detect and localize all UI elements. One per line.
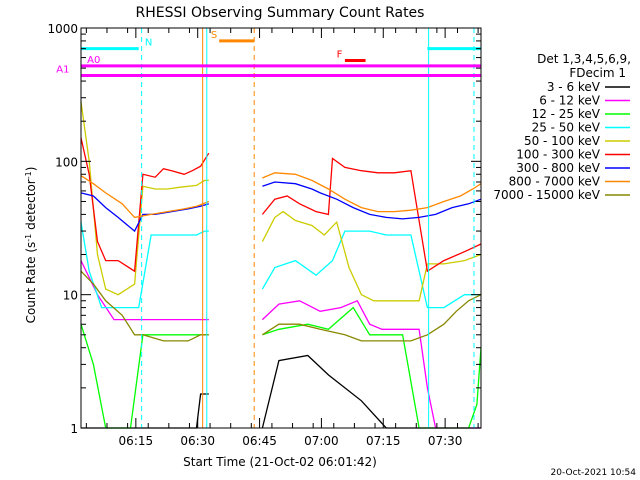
series-line-4-1: [261, 210, 482, 302]
series-line-6-0: [80, 192, 209, 233]
series-8: [80, 270, 482, 342]
y-label-part1: Count Rate (s: [24, 242, 38, 324]
series-line-2-0: [80, 324, 209, 429]
series-line-6-1: [262, 181, 482, 220]
series-line-5-0: [80, 137, 210, 273]
y-tick-label-1: 10: [63, 289, 78, 303]
y-label-sup1: -1: [24, 234, 33, 242]
x-tick-label-0: 06:15: [119, 434, 154, 448]
marker-label-f: F: [337, 50, 343, 61]
legend-entry-0: 3 - 6 keV: [547, 80, 601, 94]
series-line-8-1: [262, 294, 482, 342]
plot-area: N A0 A1 S F 1 10 100 1000 06:15 06:30 06:45 07:00 07:…: [47, 22, 482, 448]
series-line-5-1: [261, 157, 482, 273]
legend-entry-8: 7000 - 15000 keV: [493, 188, 600, 202]
series-line-8-0: [80, 270, 209, 342]
marker-label-a1: A1: [56, 65, 69, 76]
marker-label-s: S: [211, 30, 217, 41]
x-axis-label: Start Time (21-Oct-02 06:01:42): [183, 455, 377, 469]
y-tick-label-3: 1000: [47, 22, 78, 36]
x-tick-label-1: 06:30: [180, 434, 215, 448]
chart-title: RHESSI Observing Summary Count Rates: [136, 5, 425, 21]
legend-entry-4: 50 - 100 keV: [524, 134, 601, 148]
series-line-3-0: [80, 221, 209, 309]
series-line-7-1: [262, 172, 482, 213]
series-3: [80, 221, 481, 309]
legend-entry-5: 100 - 300 keV: [516, 148, 600, 162]
series-6: [80, 181, 482, 233]
series-line-1-1: [261, 299, 481, 429]
x-tick-label-3: 07:00: [304, 434, 339, 448]
legend-entry-3: 25 - 50 keV: [532, 121, 601, 135]
y-label-part3: ): [24, 167, 38, 172]
y-tick-label-0: 1: [70, 422, 78, 436]
series-0: [81, 354, 481, 429]
series-4: [80, 101, 482, 302]
footer-date: 20-Oct-2021 10:54: [551, 468, 637, 478]
x-tick-label-2: 06:45: [242, 434, 277, 448]
series-line-0-1: [261, 354, 481, 429]
legend-entry-7: 800 - 7000 keV: [509, 175, 601, 189]
legend-entry-1: 6 - 12 keV: [539, 94, 601, 108]
series-7: [80, 172, 482, 219]
series-line-7-0: [80, 175, 210, 219]
series-2: [80, 306, 482, 429]
marker-label-n: N: [145, 38, 152, 49]
series-line-4-0: [80, 101, 209, 296]
marker-label-a0: A0: [87, 55, 100, 66]
legend-header-line2: FDecim 1: [569, 66, 626, 80]
legend-header-line1: Det 1,3,4,5,6,9,: [537, 52, 631, 66]
y-label-part2: detector: [24, 179, 38, 234]
legend-entry-2: 12 - 25 keV: [532, 107, 601, 121]
legend-entry-6: 300 - 800 keV: [516, 161, 600, 175]
y-axis-label: Count Rate (s-1 detector-1): [24, 167, 39, 324]
axes-frame: [80, 27, 482, 429]
series-5: [80, 137, 482, 273]
x-tick-label-4: 07:15: [366, 434, 401, 448]
y-tick-label-2: 100: [55, 155, 78, 169]
series-line-3-1: [261, 230, 481, 309]
x-tick-label-5: 07:30: [428, 434, 463, 448]
y-label-sup2: -1: [24, 171, 33, 179]
